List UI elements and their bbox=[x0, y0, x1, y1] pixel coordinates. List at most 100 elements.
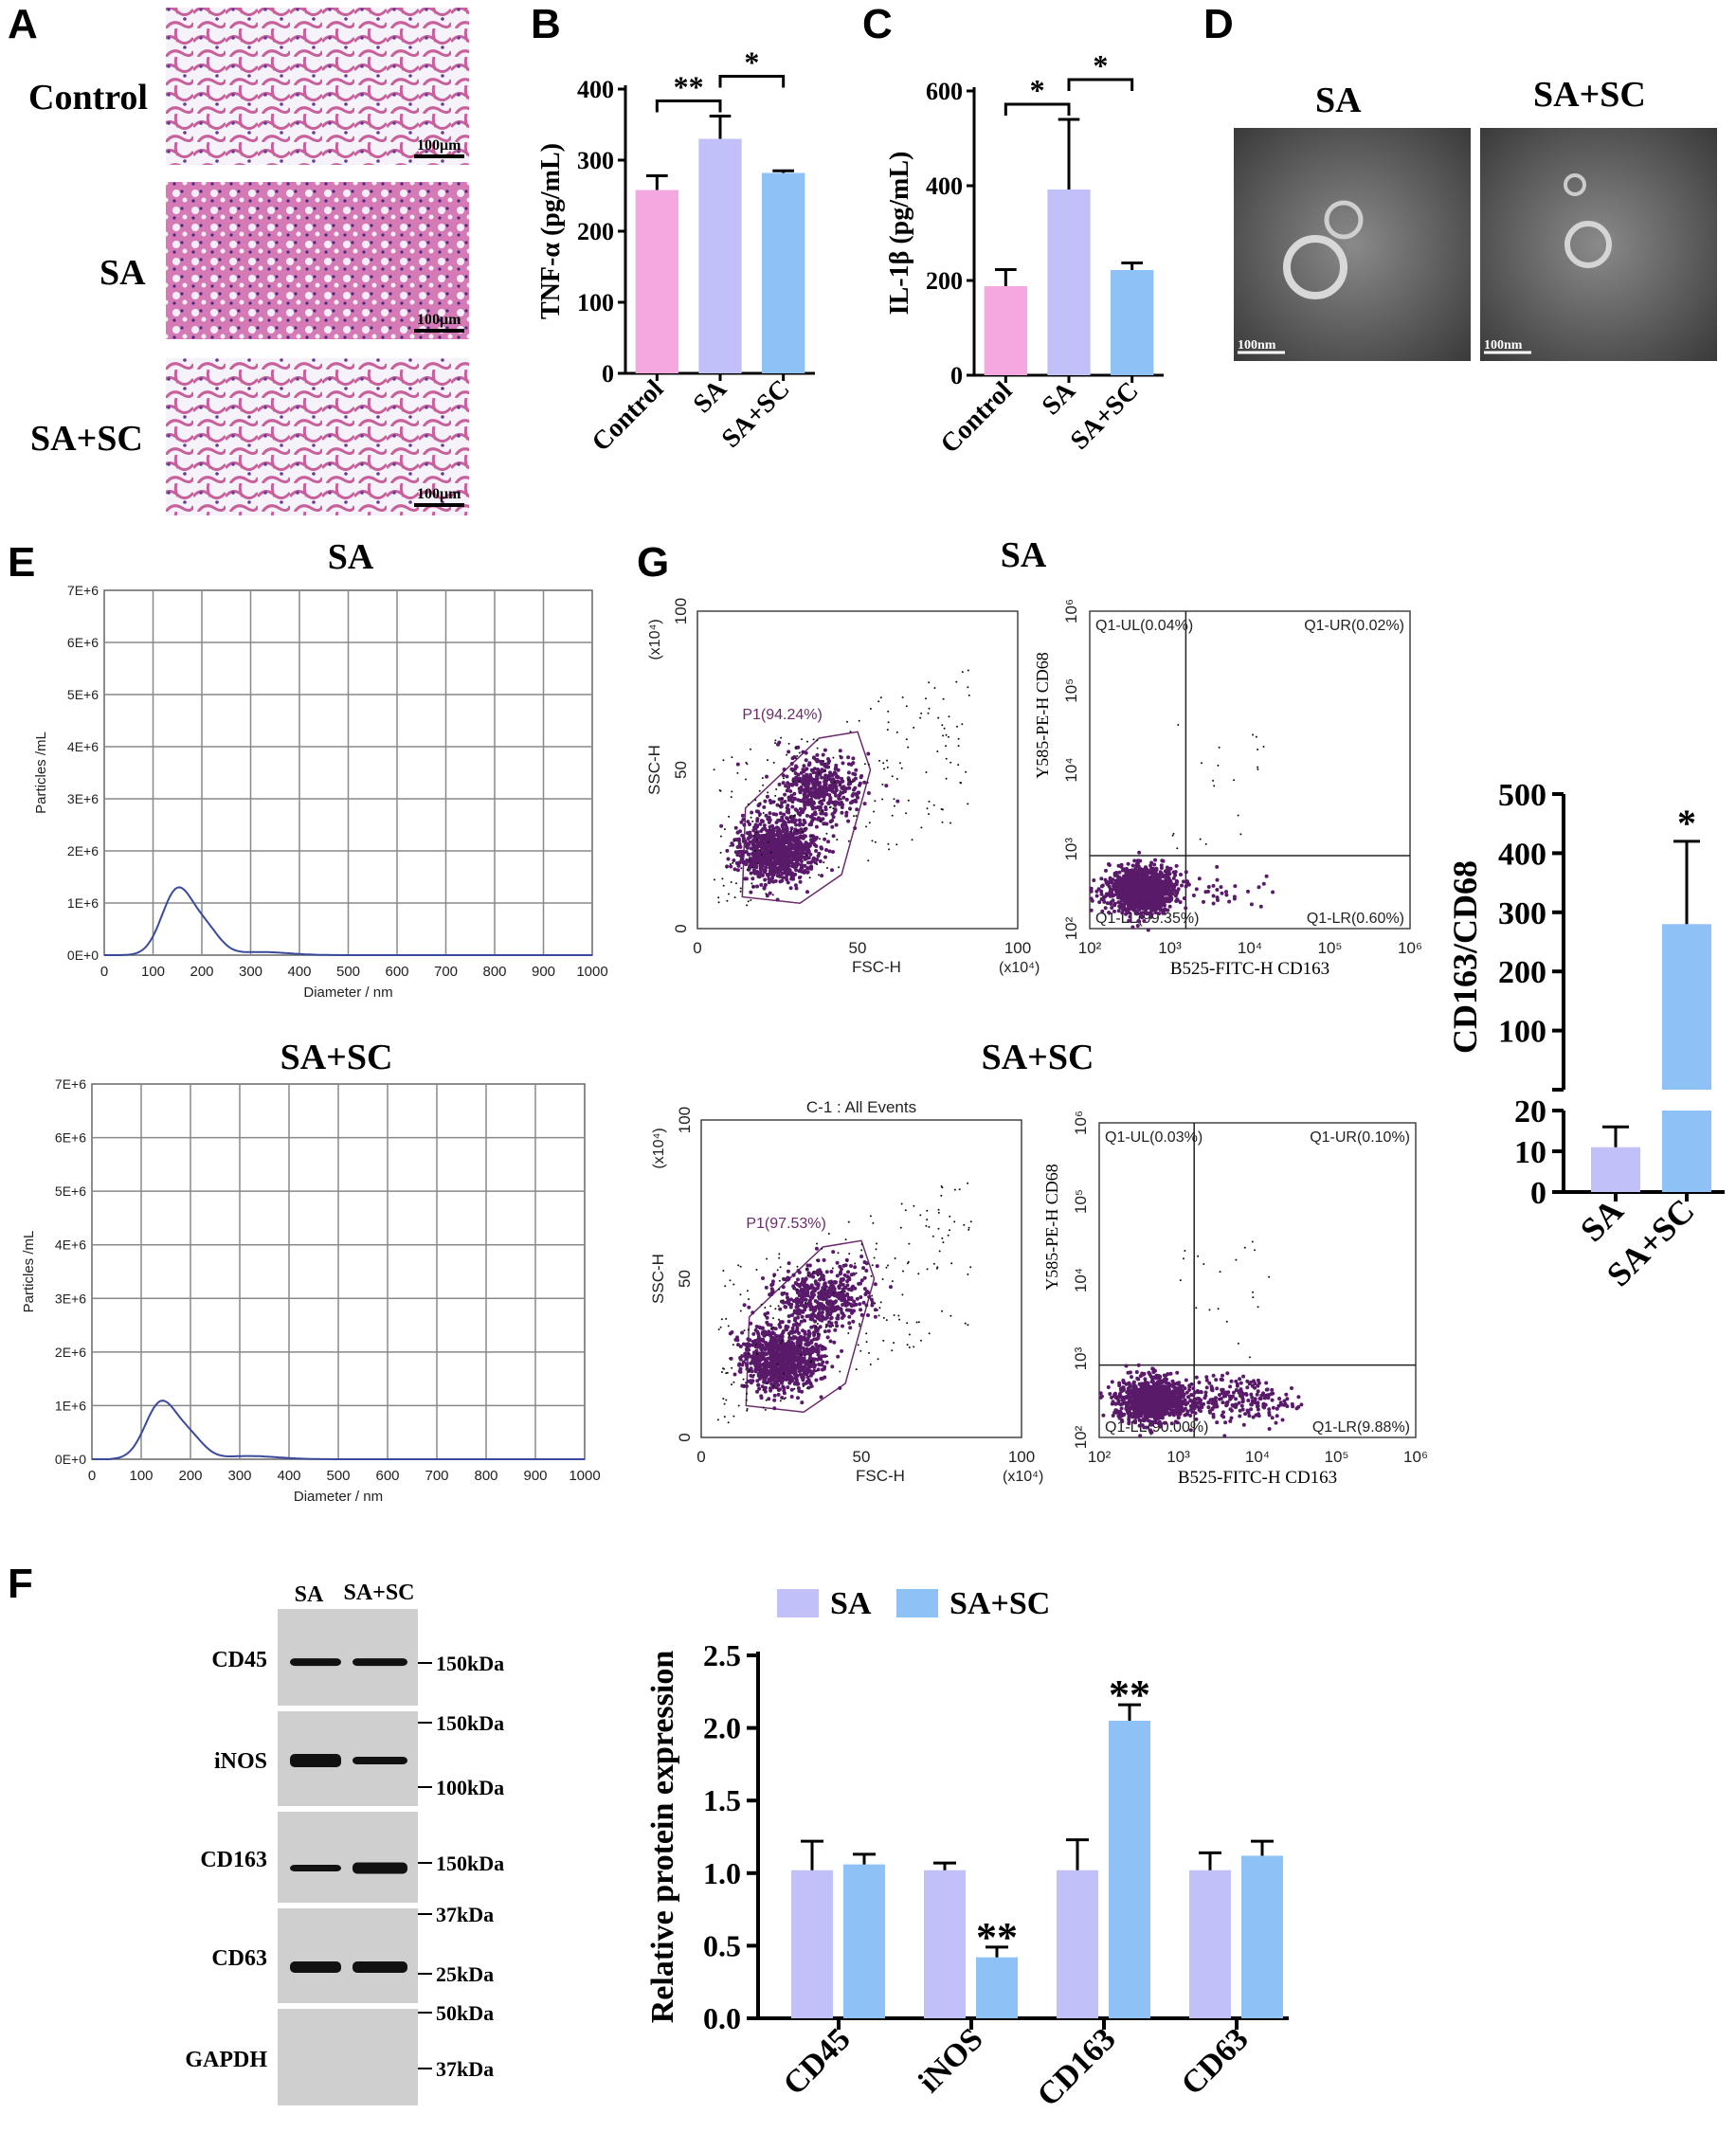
event-dot bbox=[1135, 889, 1140, 894]
event-dot bbox=[926, 1209, 929, 1212]
event-dot bbox=[774, 1355, 779, 1360]
event-dot bbox=[1105, 879, 1110, 884]
event-dot bbox=[1127, 883, 1131, 888]
event-dot bbox=[735, 830, 740, 835]
event-dot bbox=[717, 896, 720, 899]
event-dot bbox=[941, 1310, 944, 1312]
event-dot bbox=[957, 764, 960, 767]
event-dot bbox=[1201, 762, 1203, 765]
event-dot bbox=[846, 1270, 850, 1274]
event-dot bbox=[801, 822, 805, 827]
y-tick-label: 5E+6 bbox=[55, 1183, 86, 1199]
event-dot bbox=[805, 1263, 810, 1268]
event-dot bbox=[731, 756, 733, 759]
event-dot bbox=[805, 1287, 810, 1292]
tem-image-sa bbox=[1234, 128, 1471, 361]
event-dot bbox=[805, 1320, 806, 1323]
event-dot bbox=[771, 842, 776, 847]
event-dot bbox=[841, 790, 845, 795]
event-dot bbox=[789, 1387, 794, 1392]
event-dot bbox=[784, 1292, 786, 1293]
event-dot bbox=[1097, 900, 1102, 905]
event-dot bbox=[858, 719, 860, 722]
event-dot bbox=[949, 1314, 952, 1317]
event-dot bbox=[805, 785, 810, 789]
event-dot bbox=[759, 819, 764, 823]
event-dot bbox=[949, 1215, 951, 1218]
event-dot bbox=[967, 686, 969, 689]
event-dot bbox=[873, 1256, 876, 1259]
event-dot bbox=[721, 877, 724, 880]
event-dot bbox=[800, 855, 805, 859]
event-dot bbox=[815, 752, 820, 757]
event-dot bbox=[824, 762, 827, 765]
event-dot bbox=[726, 1371, 729, 1374]
event-dot bbox=[865, 1332, 868, 1335]
event-dot bbox=[747, 1328, 750, 1331]
event-dot bbox=[788, 1362, 792, 1366]
event-dot bbox=[889, 1285, 893, 1290]
event-dot bbox=[1148, 897, 1153, 902]
event-dot bbox=[758, 867, 763, 872]
event-dot bbox=[745, 1382, 748, 1384]
event-dot bbox=[760, 1326, 765, 1330]
event-dot bbox=[1099, 884, 1104, 889]
event-dot bbox=[1089, 886, 1094, 891]
event-dot bbox=[827, 849, 832, 854]
event-dot bbox=[823, 792, 827, 797]
event-dot bbox=[778, 1288, 780, 1291]
event-dot bbox=[862, 802, 867, 806]
event-dot bbox=[765, 862, 769, 867]
event-dot bbox=[1206, 885, 1211, 889]
event-dot bbox=[803, 857, 807, 861]
event-dot bbox=[807, 789, 812, 794]
event-dot bbox=[787, 742, 790, 745]
flow-title-sa: SA bbox=[1001, 535, 1047, 575]
event-dot bbox=[967, 1273, 969, 1275]
event-dot bbox=[784, 850, 788, 855]
event-dot bbox=[801, 1277, 805, 1281]
event-dot bbox=[823, 812, 828, 817]
event-dot bbox=[758, 815, 761, 818]
event-dot bbox=[1137, 850, 1142, 855]
event-dot bbox=[948, 715, 950, 718]
event-dot bbox=[882, 762, 885, 765]
event-dot bbox=[783, 827, 787, 832]
event-dot bbox=[761, 1276, 765, 1280]
event-dot bbox=[864, 1303, 869, 1308]
x-tick-label: 50 bbox=[853, 1448, 871, 1466]
event-dot bbox=[1114, 874, 1119, 877]
event-dot bbox=[1243, 1412, 1248, 1417]
event-dot bbox=[779, 856, 784, 860]
event-dot bbox=[815, 858, 820, 861]
event-dot bbox=[1094, 894, 1099, 898]
event-dot bbox=[823, 760, 825, 763]
event-dot bbox=[771, 812, 776, 817]
event-dot bbox=[811, 800, 816, 804]
event-dot bbox=[964, 1322, 967, 1325]
event-dot bbox=[785, 1348, 789, 1353]
event-dot bbox=[779, 1266, 782, 1269]
event-dot bbox=[1166, 883, 1170, 887]
panel-label-e: E bbox=[8, 539, 35, 586]
event-dot bbox=[868, 822, 871, 824]
histology-image-sasc bbox=[166, 358, 469, 515]
event-dot bbox=[729, 864, 733, 869]
event-dot bbox=[755, 1269, 758, 1271]
event-dot bbox=[876, 1242, 877, 1245]
event-dot bbox=[798, 1345, 801, 1347]
event-dot bbox=[872, 1221, 875, 1224]
event-dot bbox=[803, 805, 807, 810]
event-dot bbox=[832, 810, 837, 815]
event-dot bbox=[852, 787, 856, 792]
event-dot bbox=[745, 1347, 750, 1352]
event-dot bbox=[772, 858, 777, 862]
event-dot bbox=[893, 1342, 895, 1345]
event-dot bbox=[806, 856, 811, 860]
event-dot bbox=[826, 801, 831, 805]
event-dot bbox=[847, 1332, 850, 1334]
x-tick-label: 100 bbox=[129, 1468, 153, 1484]
event-dot bbox=[800, 876, 803, 878]
event-dot bbox=[774, 742, 776, 745]
event-dot bbox=[967, 803, 969, 805]
